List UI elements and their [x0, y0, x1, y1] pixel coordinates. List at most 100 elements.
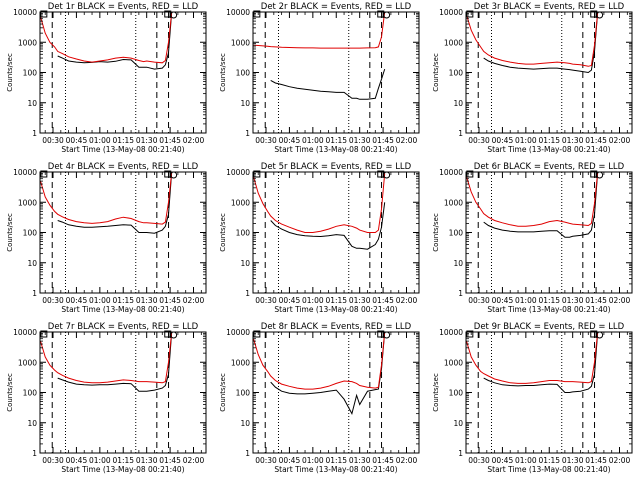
x-tick-label: 02:00 [183, 296, 205, 305]
plot-frame [252, 11, 420, 134]
x-tick-label: 01:00 [89, 296, 111, 305]
chart-title: Det 5r BLACK = Events, RED = LLD [261, 162, 412, 172]
chart-title: Det 6r BLACK = Events, RED = LLD [474, 162, 625, 172]
x-tick-label: 01:00 [302, 136, 324, 145]
x-tick-label: 01:00 [302, 296, 324, 305]
x-tick-label: 02:00 [609, 296, 631, 305]
plot-frame [465, 171, 633, 294]
x-tick-label: 01:45 [159, 136, 181, 145]
start-marker-square [40, 170, 48, 178]
y-tick-label: 100 [236, 229, 251, 238]
x-tick-label: 01:30 [562, 296, 584, 305]
x-tick-label: 01:30 [562, 456, 584, 465]
y-tick-label: 1 [245, 129, 250, 138]
y-tick-label: 10 [453, 419, 463, 428]
y-tick-label: 100 [23, 229, 38, 238]
y-tick-label: 10 [240, 259, 250, 268]
x-axis-label: Start Time (13-May-08 00:21:40) [61, 305, 184, 314]
y-tick-label: 100 [23, 69, 38, 78]
x-axis-label: Start Time (13-May-08 00:21:40) [487, 145, 610, 154]
x-tick-label: 00:45 [492, 456, 514, 465]
chart-title: Det 8r BLACK = Events, RED = LLD [261, 322, 412, 332]
x-axis-label: Start Time (13-May-08 00:21:40) [487, 465, 610, 474]
x-tick-label: 01:45 [585, 136, 607, 145]
chart-title: Det 7r BLACK = Events, RED = LLD [48, 322, 199, 332]
x-tick-label: 01:00 [89, 456, 111, 465]
x-axis-label: Start Time (13-May-08 00:21:40) [61, 145, 184, 154]
chart-title: Det 4r BLACK = Events, RED = LLD [48, 162, 199, 172]
y-tick-label: 1 [32, 129, 37, 138]
plot-frame [465, 331, 633, 454]
x-tick-label: 00:45 [279, 296, 301, 305]
events-series-line [483, 171, 599, 238]
y-tick-label: 10000 [13, 328, 37, 337]
y-tick-label: 10000 [13, 168, 37, 177]
x-axis-label: Start Time (13-May-08 00:21:40) [61, 465, 184, 474]
x-tick-label: 00:30 [255, 296, 277, 305]
plot-frame [39, 171, 207, 294]
x-tick-label: 00:30 [468, 136, 490, 145]
y-tick-label: 1 [245, 449, 250, 458]
y-axis-label: Counts/sec [6, 53, 14, 92]
x-tick-label: 01:45 [159, 296, 181, 305]
chart-title: Det 9r BLACK = Events, RED = LLD [474, 322, 625, 332]
y-tick-label: 10000 [439, 328, 463, 337]
x-axis-label: Start Time (13-May-08 00:21:40) [274, 465, 397, 474]
x-tick-label: 00:45 [66, 296, 88, 305]
x-tick-label: 01:45 [372, 296, 394, 305]
lld-series-line [40, 11, 173, 64]
start-marker-square [40, 10, 48, 18]
x-tick-label: 01:45 [585, 456, 607, 465]
detector-chart-5: Det 5r BLACK = Events, RED = LLD 1 10 100 10… [219, 162, 420, 314]
x-tick-label: 00:30 [42, 456, 64, 465]
y-tick-label: 1000 [231, 358, 250, 367]
x-tick-label: 01:30 [136, 296, 158, 305]
events-series-line [483, 331, 599, 393]
x-tick-label: 01:30 [349, 456, 371, 465]
x-tick-label: 00:45 [279, 456, 301, 465]
y-tick-label: 1000 [444, 198, 463, 207]
y-tick-label: 100 [449, 389, 464, 398]
y-tick-label: 10000 [226, 168, 250, 177]
x-tick-label: 01:00 [515, 136, 537, 145]
y-axis-label: Counts/sec [219, 373, 227, 412]
lld-series-line [466, 171, 599, 227]
chart-title: Det 3r BLACK = Events, RED = LLD [474, 2, 625, 12]
y-tick-label: 1000 [18, 38, 37, 47]
y-axis-label: Counts/sec [432, 213, 440, 252]
y-tick-label: 1 [458, 129, 463, 138]
y-tick-label: 1000 [444, 38, 463, 47]
y-axis-label: Counts/sec [219, 53, 227, 92]
x-tick-label: 01:30 [349, 296, 371, 305]
x-tick-label: 00:30 [42, 136, 64, 145]
x-tick-label: 01:15 [538, 136, 560, 145]
plot-frame [252, 331, 420, 454]
y-tick-label: 1000 [231, 38, 250, 47]
lld-series-line [253, 173, 386, 233]
y-tick-label: 10000 [226, 8, 250, 17]
lld-series-line [466, 11, 599, 67]
y-tick-label: 10000 [439, 168, 463, 177]
start-marker-square [466, 170, 474, 178]
detector-chart-7: Det 7r BLACK = Events, RED = LLD 1 10 100 10… [6, 322, 207, 474]
x-tick-label: 02:00 [396, 456, 418, 465]
x-tick-label: 02:00 [183, 456, 205, 465]
x-tick-label: 01:15 [112, 136, 134, 145]
x-tick-label: 01:15 [538, 456, 560, 465]
y-tick-label: 100 [449, 69, 464, 78]
y-axis-label: Counts/sec [219, 213, 227, 252]
x-tick-label: 01:00 [515, 456, 537, 465]
events-series-line [57, 331, 173, 392]
x-tick-label: 00:30 [42, 296, 64, 305]
y-tick-label: 100 [449, 229, 464, 238]
x-tick-label: 00:45 [492, 296, 514, 305]
events-series-line [57, 171, 173, 234]
y-tick-label: 1 [32, 449, 37, 458]
events-series-line [270, 202, 386, 250]
y-tick-label: 100 [236, 69, 251, 78]
x-tick-label: 00:45 [279, 136, 301, 145]
x-tick-label: 02:00 [396, 136, 418, 145]
detector-chart-9: Det 9r BLACK = Events, RED = LLD 1 10 100 10… [432, 322, 633, 474]
y-tick-label: 10 [453, 99, 463, 108]
